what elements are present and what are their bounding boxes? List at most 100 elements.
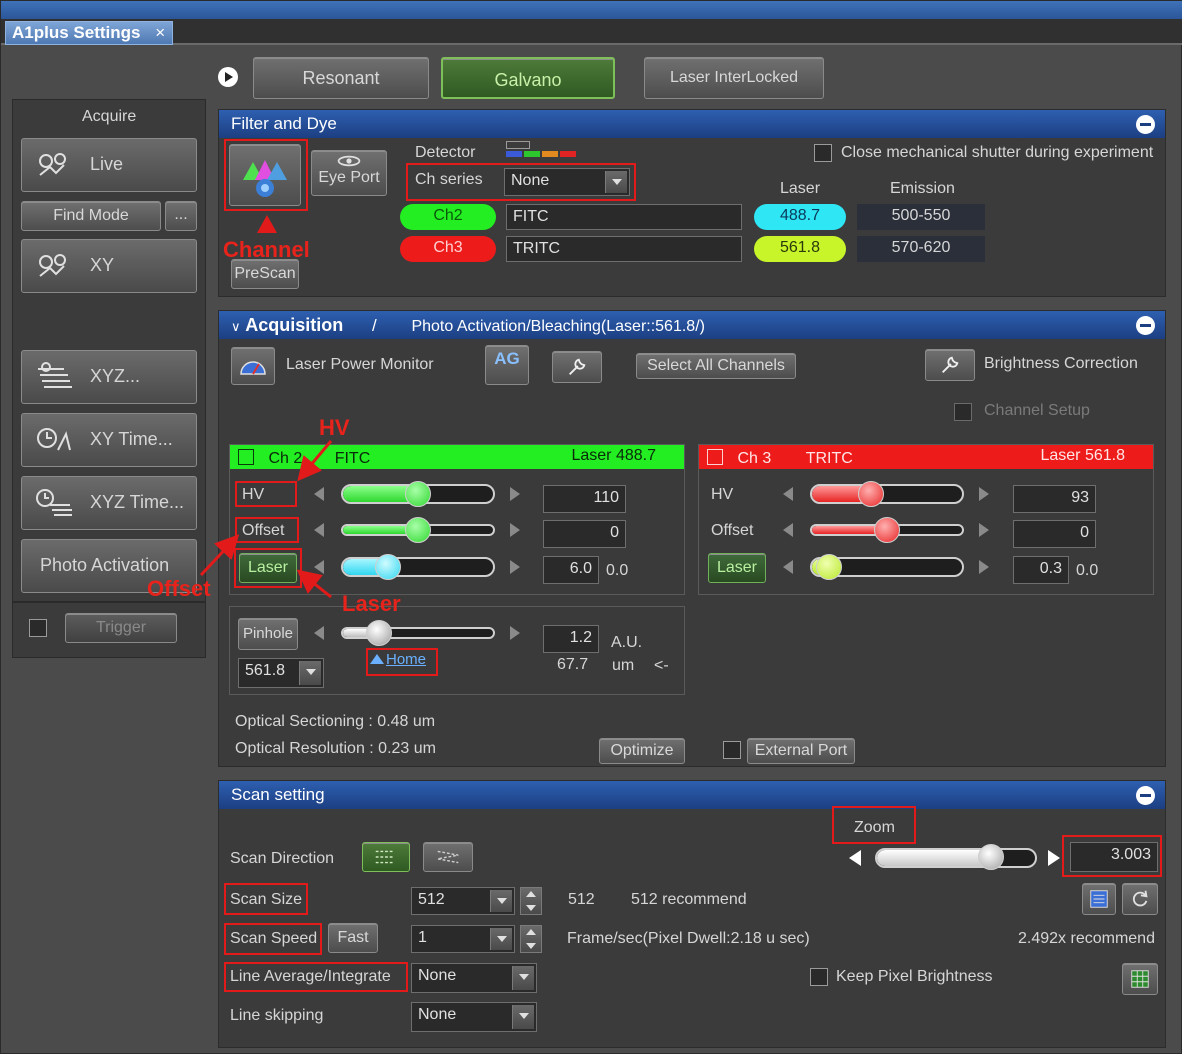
ch3-hv-decrease[interactable] bbox=[783, 487, 793, 501]
ch2-laser-increase[interactable] bbox=[510, 560, 520, 574]
home-link[interactable]: Home bbox=[370, 651, 426, 668]
pinhole-decrease[interactable] bbox=[314, 626, 324, 640]
ch3-hv-knob[interactable] bbox=[858, 481, 885, 507]
ch2-hv-knob[interactable] bbox=[405, 481, 431, 507]
spinner-up-icon[interactable] bbox=[526, 929, 536, 935]
trigger-button[interactable]: Trigger bbox=[65, 613, 177, 643]
ch2-offset-value[interactable]: 0 bbox=[543, 520, 626, 548]
ch3-hv-increase[interactable] bbox=[979, 487, 989, 501]
grid-button[interactable] bbox=[1122, 963, 1158, 995]
spinner-up-icon[interactable] bbox=[526, 891, 536, 897]
ch3-enable-checkbox[interactable] bbox=[707, 449, 723, 465]
keep-pixel-brightness-checkbox[interactable] bbox=[810, 968, 828, 986]
tab-close-icon[interactable]: × bbox=[155, 23, 166, 42]
pinhole-slider[interactable] bbox=[341, 627, 495, 639]
pinhole-value[interactable]: 1.2 bbox=[543, 625, 599, 653]
spinner-down-icon[interactable] bbox=[526, 905, 536, 911]
close-shutter-checkbox[interactable] bbox=[814, 144, 832, 162]
scan-size-spinner[interactable] bbox=[520, 887, 542, 915]
ch3-laser-decrease[interactable] bbox=[783, 560, 793, 574]
pinhole-wavelength-dropdown[interactable]: 561.8 bbox=[238, 658, 324, 688]
ch3-pill[interactable]: Ch3 bbox=[400, 236, 496, 262]
resonant-button[interactable]: Resonant bbox=[253, 57, 429, 99]
photo-activation-button[interactable]: Photo Activation bbox=[21, 539, 197, 593]
ch2-laser-button[interactable]: Laser bbox=[239, 553, 297, 583]
scan-area-button[interactable] bbox=[1082, 883, 1116, 915]
scan-direction-oneway-button[interactable] bbox=[362, 842, 410, 872]
find-mode-button[interactable]: Find Mode bbox=[21, 201, 161, 231]
galvano-button[interactable]: Galvano bbox=[441, 57, 615, 99]
ch3-laser-increase[interactable] bbox=[979, 560, 989, 574]
ag-button[interactable]: AG bbox=[485, 345, 529, 385]
acquisition-header[interactable]: ∨ Acquisition / Photo Activation/Bleachi… bbox=[219, 311, 1165, 339]
ch2-enable-checkbox[interactable] bbox=[238, 449, 254, 465]
line-average-dropdown[interactable]: None bbox=[411, 963, 537, 993]
fast-button[interactable]: Fast bbox=[328, 923, 378, 953]
zoom-knob[interactable] bbox=[977, 844, 1004, 870]
scan-speed-spinner[interactable] bbox=[520, 925, 542, 953]
collapse-icon[interactable] bbox=[1136, 786, 1155, 805]
filter-dye-header[interactable]: Filter and Dye bbox=[219, 110, 1165, 138]
ch3-dye-field[interactable]: TRITC bbox=[506, 236, 742, 262]
rotate-button[interactable] bbox=[1122, 883, 1158, 915]
zoom-increase-icon[interactable] bbox=[1048, 850, 1060, 866]
pinhole-button[interactable]: Pinhole bbox=[238, 618, 298, 650]
external-port-checkbox[interactable] bbox=[723, 741, 741, 759]
prescan-button[interactable]: PreScan bbox=[231, 259, 299, 289]
optimize-button[interactable]: Optimize bbox=[599, 738, 685, 764]
trigger-checkbox[interactable] bbox=[29, 619, 47, 637]
wrench-button[interactable] bbox=[552, 351, 602, 383]
tab-a1plus-settings[interactable]: A1plus Settings × bbox=[5, 21, 173, 45]
pinhole-knob[interactable] bbox=[366, 620, 392, 646]
channel-button[interactable] bbox=[229, 144, 301, 206]
find-mode-more-button[interactable]: ... bbox=[165, 201, 197, 231]
pinhole-increase[interactable] bbox=[510, 626, 520, 640]
ch2-hv-value[interactable]: 110 bbox=[543, 485, 626, 513]
laser-interlocked-button[interactable]: Laser InterLocked bbox=[644, 57, 824, 99]
ch-series-dropdown[interactable]: None bbox=[504, 168, 630, 196]
ch2-hv-decrease[interactable] bbox=[314, 487, 324, 501]
collapse-icon[interactable] bbox=[1136, 115, 1155, 134]
ch2-pill[interactable]: Ch2 bbox=[400, 204, 496, 230]
play-icon[interactable] bbox=[218, 67, 238, 87]
ch2-laser-decrease[interactable] bbox=[314, 560, 324, 574]
ch3-hv-slider[interactable] bbox=[810, 484, 964, 504]
ch2-laser-knob[interactable] bbox=[375, 554, 402, 580]
scan-direction-roundtrip-button[interactable] bbox=[423, 842, 473, 872]
ch3-offset-knob[interactable] bbox=[874, 517, 900, 543]
brightness-correction-button[interactable] bbox=[925, 349, 975, 381]
ch3-offset-increase[interactable] bbox=[979, 523, 989, 537]
scan-size-dropdown[interactable]: 512 bbox=[411, 887, 515, 915]
xy-button[interactable]: XY bbox=[21, 239, 197, 293]
ch2-offset-knob[interactable] bbox=[405, 517, 431, 543]
ch3-laser-button[interactable]: Laser bbox=[708, 553, 766, 583]
ch2-offset-increase[interactable] bbox=[510, 523, 520, 537]
ch3-hv-value[interactable]: 93 bbox=[1013, 485, 1096, 513]
ch2-offset-decrease[interactable] bbox=[314, 523, 324, 537]
xy-time-button[interactable]: XY Time... bbox=[21, 413, 197, 467]
ch3-offset-decrease[interactable] bbox=[783, 523, 793, 537]
channel-setup-checkbox[interactable] bbox=[954, 403, 972, 421]
external-port-button[interactable]: External Port bbox=[747, 738, 855, 764]
zoom-value[interactable]: 3.003 bbox=[1070, 842, 1158, 872]
ch2-laser-value[interactable]: 6.0 bbox=[543, 556, 599, 584]
ch3-laser-value[interactable]: 0.3 bbox=[1013, 556, 1069, 584]
ch2-hv-increase[interactable] bbox=[510, 487, 520, 501]
line-skipping-dropdown[interactable]: None bbox=[411, 1002, 537, 1032]
collapse-icon[interactable] bbox=[1136, 316, 1155, 335]
zoom-slider[interactable] bbox=[875, 848, 1037, 868]
ch3-laser-knob[interactable] bbox=[815, 554, 842, 580]
ch2-laser-slider[interactable] bbox=[341, 557, 495, 577]
xyz-button[interactable]: XYZ... bbox=[21, 350, 197, 404]
select-all-channels-button[interactable]: Select All Channels bbox=[636, 353, 796, 379]
scan-speed-dropdown[interactable]: 1 bbox=[411, 925, 515, 953]
xyz-time-button[interactable]: XYZ Time... bbox=[21, 476, 197, 530]
zoom-decrease-icon[interactable] bbox=[849, 850, 861, 866]
ch2-dye-field[interactable]: FITC bbox=[506, 204, 742, 230]
ch3-offset-value[interactable]: 0 bbox=[1013, 520, 1096, 548]
scan-setting-header[interactable]: Scan setting bbox=[219, 781, 1165, 809]
eye-port-button[interactable]: Eye Port bbox=[311, 150, 387, 196]
live-button[interactable]: Live bbox=[21, 138, 197, 192]
laser-power-monitor-button[interactable] bbox=[231, 347, 275, 385]
spinner-down-icon[interactable] bbox=[526, 943, 536, 949]
